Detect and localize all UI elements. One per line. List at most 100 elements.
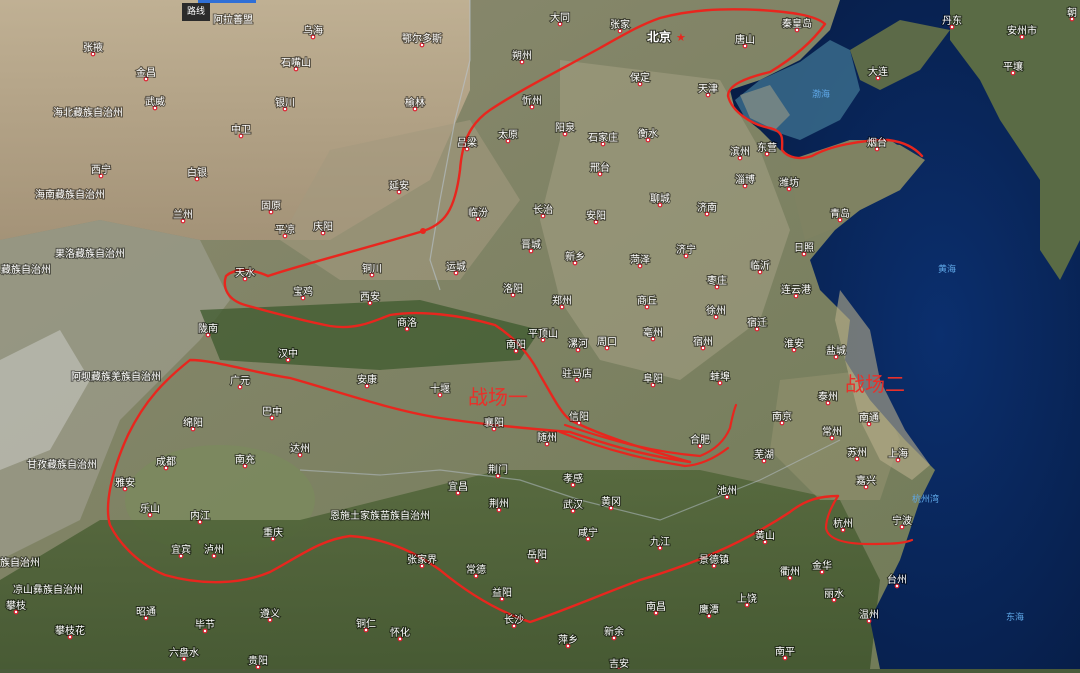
city-marker[interactable]: 青岛 <box>829 206 851 223</box>
city-marker[interactable]: 南阳 <box>505 337 527 354</box>
city-marker[interactable]: 济南 <box>696 200 718 217</box>
city-marker[interactable]: 宜昌 <box>447 479 469 496</box>
city-marker[interactable]: 绵阳 <box>182 415 204 432</box>
city-marker[interactable]: 南充 <box>234 452 256 469</box>
city-marker[interactable]: 遵义 <box>259 606 281 623</box>
city-marker[interactable]: 十堰 <box>429 381 451 398</box>
city-marker[interactable]: 固原 <box>260 199 282 215</box>
city-marker[interactable]: 石家庄 <box>587 130 619 147</box>
city-marker[interactable]: 襄阳 <box>483 415 505 432</box>
city-marker[interactable]: 枣庄 <box>706 273 728 290</box>
city-marker[interactable]: 新乡 <box>564 249 586 266</box>
city-marker[interactable]: 贵阳 <box>247 653 269 670</box>
city-marker[interactable]: 上饶 <box>736 591 758 608</box>
city-marker[interactable]: 宝鸡 <box>292 284 314 301</box>
city-marker[interactable]: 潍坊 <box>778 175 800 192</box>
city-marker[interactable]: 宜宾 <box>170 542 192 559</box>
city-marker[interactable]: 西安 <box>359 289 381 306</box>
city-marker[interactable]: 景德镇 <box>698 552 730 569</box>
city-marker[interactable]: 兰州 <box>172 207 194 224</box>
city-marker[interactable]: 忻州 <box>521 93 543 110</box>
city-marker[interactable]: 商丘 <box>636 293 658 310</box>
city-marker[interactable]: 西宁 <box>90 162 112 179</box>
city-marker[interactable]: 阳泉 <box>554 120 576 137</box>
city-marker[interactable]: 巴中 <box>261 404 283 421</box>
city-marker[interactable]: 荆门 <box>487 462 509 479</box>
city-marker[interactable]: 朝 <box>1066 6 1078 22</box>
city-marker[interactable]: 淮安 <box>783 336 805 353</box>
city-marker[interactable]: 重庆 <box>262 525 284 542</box>
city-marker[interactable]: 聊城 <box>649 191 671 208</box>
city-marker[interactable]: 阜阳 <box>642 371 664 388</box>
city-marker[interactable]: 上海 <box>887 446 909 463</box>
city-marker[interactable]: 岳阳 <box>526 548 548 564</box>
city-marker[interactable]: 常德 <box>465 562 487 579</box>
city-marker[interactable]: 内江 <box>189 508 211 525</box>
city-marker[interactable]: 保定 <box>629 70 651 87</box>
city-marker[interactable]: 徐州 <box>705 303 727 320</box>
city-marker[interactable]: 白银 <box>186 165 208 182</box>
city-marker[interactable]: 盐城 <box>825 343 847 360</box>
city-marker[interactable]: 苏州 <box>846 445 868 462</box>
city-marker[interactable]: 长沙 <box>503 613 525 629</box>
capital-marker[interactable]: 北京 ★ <box>646 28 686 45</box>
city-marker[interactable]: 吕梁 <box>456 135 478 152</box>
city-marker[interactable]: 平凉 <box>274 222 296 239</box>
city-marker[interactable]: 银川 <box>274 95 296 112</box>
city-marker[interactable]: 南通 <box>858 410 880 427</box>
city-marker[interactable]: 唐山 <box>734 32 756 49</box>
city-marker[interactable]: 毕节 <box>194 617 216 634</box>
city-marker[interactable]: 泸州 <box>203 543 225 559</box>
city-marker[interactable]: 乐山 <box>139 502 161 518</box>
city-marker[interactable]: 合肥 <box>689 432 711 449</box>
city-marker[interactable]: 咸宁 <box>577 525 599 542</box>
city-marker[interactable]: 鄂尔多斯 <box>401 31 443 48</box>
city-marker[interactable]: 金昌 <box>135 65 157 82</box>
city-marker[interactable]: 金华 <box>811 558 833 575</box>
city-marker[interactable]: 平顶山 <box>527 327 559 343</box>
city-marker[interactable]: 大同 <box>549 10 571 27</box>
city-marker[interactable]: 商洛 <box>396 315 418 332</box>
city-marker[interactable]: 孝感 <box>562 471 584 488</box>
city-marker[interactable]: 菏泽 <box>629 253 651 269</box>
city-marker[interactable]: 九江 <box>649 535 671 551</box>
city-marker[interactable]: 乌海 <box>302 23 324 40</box>
city-marker[interactable]: 攀枝花 <box>54 623 86 640</box>
city-marker[interactable]: 平壤 <box>1002 59 1024 76</box>
city-marker[interactable]: 东营 <box>756 140 778 157</box>
city-marker[interactable]: 衡水 <box>637 127 659 143</box>
city-marker[interactable]: 鹰潭 <box>698 602 720 619</box>
city-marker[interactable]: 成都 <box>155 455 177 471</box>
city-marker[interactable]: 芜湖 <box>753 447 775 464</box>
city-marker[interactable]: 天水 <box>234 266 256 282</box>
city-marker[interactable]: 信阳 <box>568 410 590 426</box>
city-marker[interactable]: 武威 <box>144 94 166 111</box>
city-marker[interactable]: 张家 <box>609 17 631 34</box>
city-marker[interactable]: 宿州 <box>692 334 714 351</box>
city-marker[interactable]: 运城 <box>445 260 467 276</box>
city-marker[interactable]: 衢州 <box>779 565 801 581</box>
city-marker[interactable]: 临沂 <box>749 258 771 275</box>
city-marker[interactable]: 吉安 <box>608 656 630 673</box>
city-marker[interactable]: 台州 <box>886 572 908 589</box>
city-marker[interactable]: 安康 <box>356 372 378 389</box>
route-tooltip[interactable]: 路线 <box>182 3 210 21</box>
city-marker[interactable]: 连云港 <box>780 282 812 299</box>
city-marker[interactable]: 怀化 <box>389 625 411 642</box>
city-marker[interactable]: 太原 <box>497 127 519 144</box>
city-marker[interactable]: 亳州 <box>642 325 664 342</box>
city-marker[interactable]: 周口 <box>596 335 618 351</box>
city-marker[interactable]: 邢台 <box>589 160 611 177</box>
city-marker[interactable]: 铜川 <box>361 262 383 278</box>
city-marker[interactable]: 广元 <box>229 374 251 390</box>
city-marker[interactable]: 张家界 <box>406 552 438 569</box>
city-marker[interactable]: 秦皇岛 <box>781 16 813 33</box>
city-marker[interactable]: 武汉 <box>562 497 584 514</box>
city-marker[interactable]: 丹东 <box>941 13 963 30</box>
city-marker[interactable]: 郑州 <box>551 293 573 310</box>
city-marker[interactable]: 黄冈 <box>600 494 622 511</box>
city-marker[interactable]: 中卫 <box>230 122 252 139</box>
city-marker[interactable]: 洛阳 <box>502 281 524 298</box>
city-marker[interactable]: 新余 <box>603 624 625 641</box>
